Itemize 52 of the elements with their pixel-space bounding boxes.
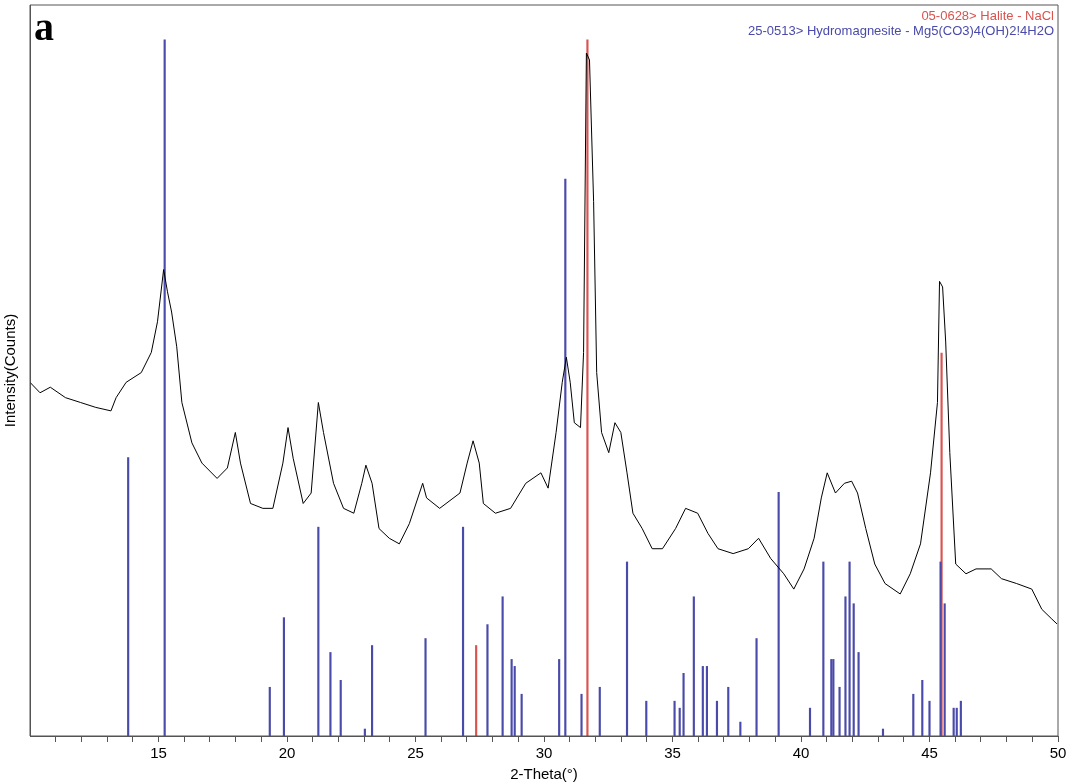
bar xyxy=(127,457,130,736)
bar xyxy=(163,39,166,736)
bar xyxy=(943,603,946,736)
bar xyxy=(822,561,825,736)
bar xyxy=(329,652,332,736)
bar xyxy=(673,700,676,736)
bar xyxy=(268,686,271,736)
x-tick-label: 45 xyxy=(921,744,938,762)
y-axis-title: Intensity(Counts) xyxy=(1,313,19,428)
x-axis-title: 2-Theta(°) xyxy=(510,765,578,783)
bar xyxy=(520,693,523,736)
chart-title: a xyxy=(34,4,54,49)
bar xyxy=(692,596,695,736)
bar xyxy=(424,638,427,736)
bar xyxy=(598,686,601,736)
text: 05-0628> Halite - NaCl xyxy=(920,8,1054,23)
bar xyxy=(558,659,561,736)
bar xyxy=(317,526,320,736)
bar xyxy=(475,645,478,736)
bar xyxy=(701,666,704,736)
bar xyxy=(282,617,285,736)
bar xyxy=(370,645,374,736)
bar xyxy=(461,526,465,736)
bar xyxy=(912,693,915,736)
bar xyxy=(339,679,342,736)
bar xyxy=(580,693,583,736)
bar xyxy=(510,659,513,736)
text: 25-0513> Hydromagnesite - Mg5(CO3)4(OH)2!4H2O xyxy=(748,23,1054,38)
x-tick-label: 15 xyxy=(150,744,167,762)
x-tick-label: 20 xyxy=(278,744,296,762)
bar xyxy=(625,561,629,736)
bar xyxy=(755,638,758,736)
bar xyxy=(848,561,851,736)
bar xyxy=(486,624,489,736)
bar xyxy=(852,603,855,736)
bar xyxy=(857,652,860,736)
bar xyxy=(682,673,685,736)
bar xyxy=(777,492,780,736)
bar xyxy=(838,686,841,736)
bar xyxy=(939,561,942,736)
bar xyxy=(928,700,931,736)
bar xyxy=(705,666,709,736)
x-tick-label: 25 xyxy=(407,744,424,762)
bar xyxy=(564,178,567,736)
x-tick-label: 35 xyxy=(664,744,681,762)
x-tick-label: 40 xyxy=(792,744,810,762)
x-tick-label: 30 xyxy=(535,744,553,762)
bar xyxy=(727,686,730,736)
bar xyxy=(501,596,504,736)
bar xyxy=(921,679,924,736)
bar xyxy=(586,39,589,736)
x-tick-label: 50 xyxy=(1049,744,1067,762)
